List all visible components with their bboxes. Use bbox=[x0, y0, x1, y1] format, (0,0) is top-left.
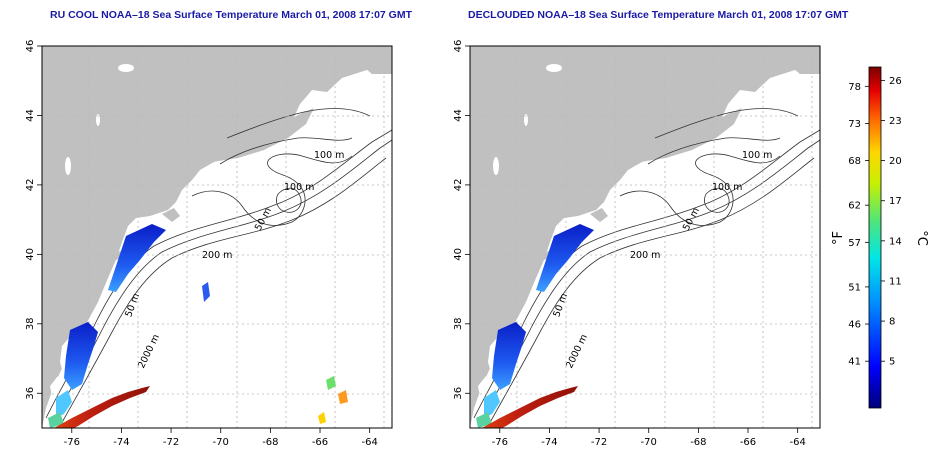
y-tick-label: 36 bbox=[453, 387, 464, 400]
y-tick-label: 40 bbox=[25, 248, 36, 261]
sst-patch-warm-a bbox=[326, 376, 336, 390]
y-tick-label: 42 bbox=[25, 179, 36, 192]
x-tick-label: -68 bbox=[262, 437, 278, 448]
fahrenheit-tick-label: 68 bbox=[848, 156, 861, 167]
x-tick-label: -76 bbox=[64, 437, 80, 448]
celsius-tick-label: 11 bbox=[889, 276, 902, 287]
x-tick-label: -66 bbox=[740, 437, 756, 448]
y-tick-label: 42 bbox=[453, 179, 464, 192]
celsius-tick-label: 8 bbox=[889, 317, 895, 328]
left-map: 100 m 100 m 50 m 200 m 50 m 2000 m bbox=[41, 45, 393, 429]
celsius-label: °C bbox=[914, 230, 929, 246]
y-tick-label: 38 bbox=[25, 317, 36, 330]
colorbar: 26 23 20 17 14 11 8 5 78 73 68 62 57 51 46 41 °F °C bbox=[831, 66, 929, 409]
fahrenheit-label: °F bbox=[831, 231, 846, 245]
celsius-tick-label: 26 bbox=[889, 76, 902, 87]
y-tick-label: 36 bbox=[25, 387, 36, 400]
fahrenheit-tick-label: 78 bbox=[848, 82, 861, 93]
x-tick-label: -64 bbox=[361, 437, 377, 448]
x-tick-label: -70 bbox=[641, 437, 657, 448]
y-tick-label: 44 bbox=[25, 109, 36, 122]
left-panel-title: RU COOL NOAA–18 Sea Surface Temperature … bbox=[50, 9, 413, 21]
fahrenheit-tick-label: 41 bbox=[848, 357, 861, 368]
fahrenheit-tick-label: 51 bbox=[848, 282, 861, 293]
y-tick-label: 40 bbox=[453, 248, 464, 261]
x-tick-label: -66 bbox=[312, 437, 328, 448]
celsius-tick-label: 5 bbox=[889, 357, 895, 368]
x-tick-label: -74 bbox=[113, 437, 129, 448]
y-tick-label: 46 bbox=[453, 40, 464, 53]
fahrenheit-tick-label: 57 bbox=[848, 238, 861, 249]
fahrenheit-tick-label: 62 bbox=[848, 201, 861, 212]
fahrenheit-tick-label: 73 bbox=[848, 119, 861, 130]
contour-label-200m: 200 m bbox=[630, 250, 660, 261]
right-panel-title: DECLOUDED NOAA–18 Sea Surface Temperatur… bbox=[468, 9, 849, 21]
colorbar-ramp bbox=[868, 66, 882, 409]
colorbar-ticks: 26 23 20 17 14 11 8 5 78 73 68 62 57 51 46 41 bbox=[848, 76, 901, 368]
right-map: 100 m 100 m 50 m 200 m 50 m 2000 m bbox=[469, 45, 821, 429]
x-tick-label: -70 bbox=[213, 437, 229, 448]
sst-patch-offshore bbox=[202, 282, 210, 302]
x-tick-label: -64 bbox=[789, 437, 805, 448]
x-tick-label: -72 bbox=[163, 437, 179, 448]
x-tick-label: -74 bbox=[541, 437, 557, 448]
y-tick-label: 46 bbox=[25, 40, 36, 53]
sst-patch-warm-b bbox=[338, 390, 348, 404]
x-tick-label: -72 bbox=[591, 437, 607, 448]
y-tick-label: 44 bbox=[453, 109, 464, 122]
y-tick-label: 38 bbox=[453, 317, 464, 330]
celsius-tick-label: 20 bbox=[889, 156, 902, 167]
sst-patch-warm-c bbox=[318, 412, 326, 424]
axes-layer: -76 -74 -72 -70 -68 -66 -64 36 38 40 42 44 46 -76 -74 -… bbox=[25, 40, 806, 448]
x-tick-label: -68 bbox=[690, 437, 706, 448]
contour-label-100m-a: 100 m bbox=[314, 150, 344, 161]
contour-label-200m: 200 m bbox=[202, 250, 232, 261]
contour-label-100m-b: 100 m bbox=[712, 182, 742, 193]
celsius-tick-label: 14 bbox=[889, 236, 902, 247]
contour-label-100m-b: 100 m bbox=[284, 182, 314, 193]
celsius-tick-label: 23 bbox=[889, 116, 902, 127]
fahrenheit-tick-label: 46 bbox=[848, 320, 861, 331]
x-tick-label: -76 bbox=[492, 437, 508, 448]
celsius-tick-label: 17 bbox=[889, 196, 902, 207]
contour-label-100m-a: 100 m bbox=[742, 150, 772, 161]
